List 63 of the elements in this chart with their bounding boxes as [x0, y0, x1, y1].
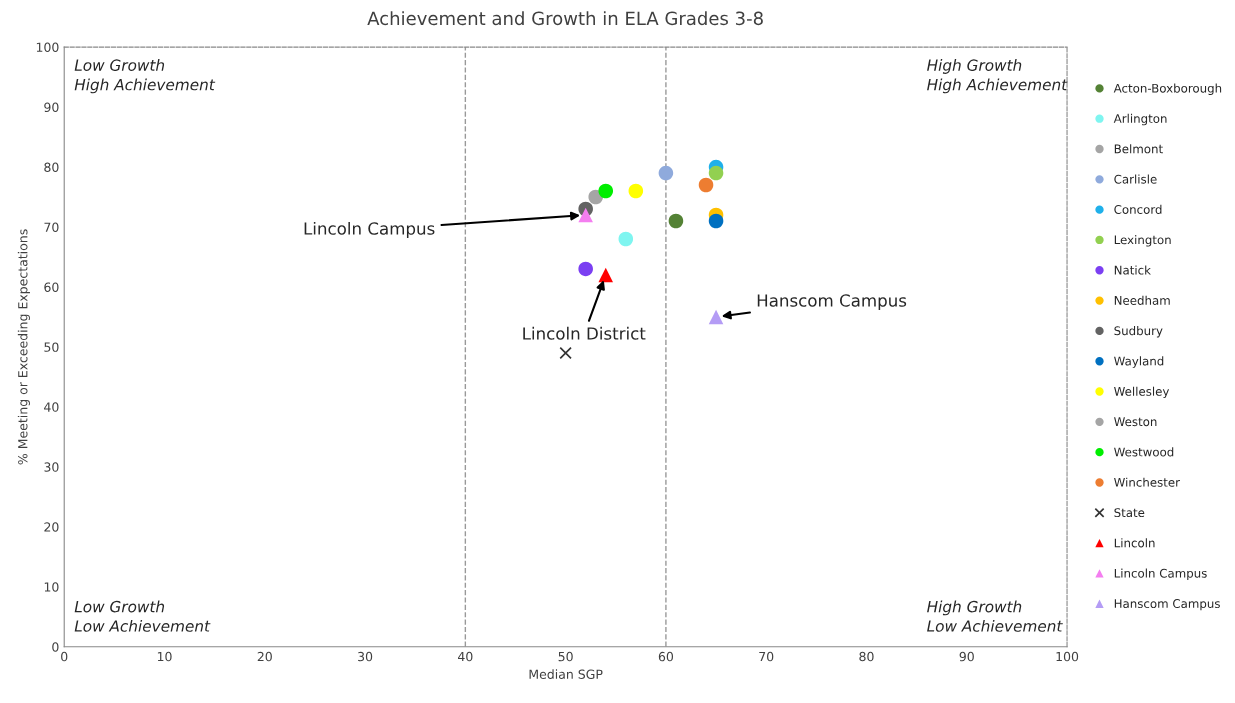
annotation: Hanscom Campus: [757, 294, 907, 311]
annotation: High Growth High Achievement: [927, 59, 1068, 94]
annotation: Low Growth High Achievement: [74, 59, 216, 94]
x-tick-label: 0: [61, 651, 68, 662]
y-tick-label: 30: [44, 462, 59, 472]
legend-label: Arlington: [1113, 113, 1167, 126]
x-tick-label: 50: [558, 651, 573, 662]
y-tick-label: 50: [44, 342, 59, 352]
legend-label: Wayland: [1114, 356, 1164, 368]
point: [708, 309, 724, 325]
annotation: Lincoln Campus: [304, 221, 435, 239]
legend-label: Belmont: [1114, 144, 1163, 154]
x-tick-label: 60: [658, 651, 674, 662]
x-tick-label: 90: [959, 651, 974, 662]
y-tick-label: 60: [44, 282, 59, 292]
legend-label: Needham: [1114, 295, 1170, 305]
legend-label: Westwood: [1114, 447, 1174, 457]
chart-title: Achievement and Growth in ELA Grades 3-8: [367, 11, 763, 26]
legend-label: Lincoln: [1114, 538, 1155, 548]
point: [578, 207, 593, 223]
legend-label: Weston: [1114, 417, 1157, 427]
point: [628, 183, 644, 199]
x-tick-label: 100: [1056, 651, 1079, 662]
y-tick-label: 40: [44, 402, 59, 412]
annotation: Low Growth Low Achievement: [74, 600, 211, 632]
x-tick-label: 70: [759, 651, 774, 662]
point: [598, 183, 614, 199]
legend-label: Winchester: [1114, 477, 1180, 487]
point: [708, 165, 724, 181]
point: [598, 267, 614, 283]
x-tick-label: 30: [358, 651, 373, 662]
legend-label: Lincoln Campus: [1114, 568, 1207, 580]
legend-label: Concord: [1114, 204, 1162, 214]
legend-label: Acton-Boxborough: [1113, 83, 1222, 95]
x-axis-title: Median SGP: [529, 669, 603, 679]
y-tick-label: 100: [36, 42, 59, 53]
x-tick-label: 40: [458, 651, 473, 662]
annotation: Lincoln District: [523, 326, 646, 340]
legend-label: Carlisle: [1114, 174, 1157, 184]
point: [578, 261, 593, 277]
point: [618, 231, 634, 247]
y-tick-label: 70: [44, 222, 59, 232]
point: [698, 177, 714, 193]
legend-label: Lexington: [1114, 235, 1171, 247]
point: [559, 346, 572, 360]
y-axis-title: % Meeting or Exceeding Expectations: [17, 229, 30, 465]
y-tick-label: 10: [44, 582, 59, 592]
legend-label: Hanscom Campus: [1114, 599, 1220, 611]
y-tick-label: 80: [44, 162, 59, 172]
point: [668, 213, 684, 229]
point: [658, 165, 674, 181]
point: [708, 213, 724, 229]
x-tick-label: 10: [157, 651, 172, 662]
annotation: High Growth Low Achievement: [927, 600, 1063, 632]
y-tick-label: 20: [44, 522, 59, 532]
y-tick-label: 0: [52, 642, 59, 652]
x-tick-label: 20: [257, 651, 272, 662]
legend-label: State: [1114, 508, 1145, 518]
legend-label: Wellesley: [1114, 386, 1170, 399]
y-tick-label: 90: [44, 102, 59, 112]
legend-label: Sudbury: [1114, 326, 1163, 338]
x-tick-label: 80: [859, 651, 874, 662]
legend-label: Natick: [1114, 265, 1151, 275]
